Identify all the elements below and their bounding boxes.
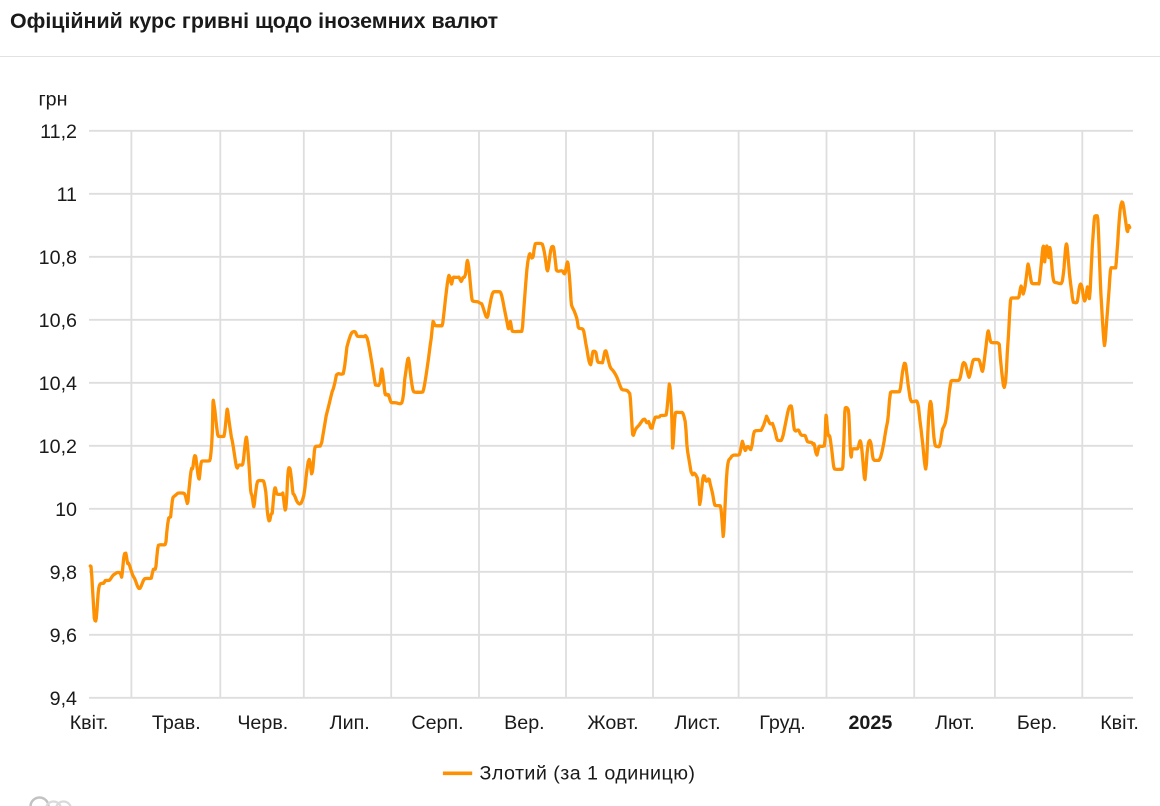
svg-text:Жовт.: Жовт. bbox=[587, 712, 638, 734]
svg-text:Трав.: Трав. bbox=[152, 712, 201, 734]
svg-text:10,4: 10,4 bbox=[39, 373, 77, 395]
svg-text:9,4: 9,4 bbox=[50, 688, 77, 710]
svg-text:10,2: 10,2 bbox=[39, 436, 77, 458]
svg-text:Бер.: Бер. bbox=[1017, 712, 1057, 734]
svg-text:10,8: 10,8 bbox=[39, 247, 77, 269]
svg-text:10,6: 10,6 bbox=[39, 310, 77, 332]
svg-text:Лют.: Лют. bbox=[935, 712, 975, 734]
svg-text:Лип.: Лип. bbox=[330, 712, 370, 734]
svg-text:11,2: 11,2 bbox=[40, 121, 77, 143]
svg-text:Лист.: Лист. bbox=[675, 712, 721, 734]
svg-text:Черв.: Черв. bbox=[237, 712, 288, 734]
svg-text:Квіт.: Квіт. bbox=[1100, 712, 1139, 734]
svg-text:9,8: 9,8 bbox=[50, 562, 77, 584]
svg-text:9,6: 9,6 bbox=[50, 625, 77, 647]
svg-text:Злотий (за 1 одиницю): Злотий (за 1 одиницю) bbox=[480, 762, 696, 784]
svg-text:Серп.: Серп. bbox=[411, 712, 463, 734]
svg-text:грн: грн bbox=[39, 89, 68, 111]
svg-text:Груд.: Груд. bbox=[759, 712, 805, 734]
svg-text:Вер.: Вер. bbox=[504, 712, 545, 734]
svg-text:2025: 2025 bbox=[848, 712, 892, 734]
svg-text:Квіт.: Квіт. bbox=[70, 712, 109, 734]
svg-text:Офіційний курс гривні щодо іно: Офіційний курс гривні щодо іноземних вал… bbox=[10, 9, 498, 33]
svg-text:10: 10 bbox=[55, 499, 77, 521]
svg-text:11: 11 bbox=[57, 184, 77, 206]
